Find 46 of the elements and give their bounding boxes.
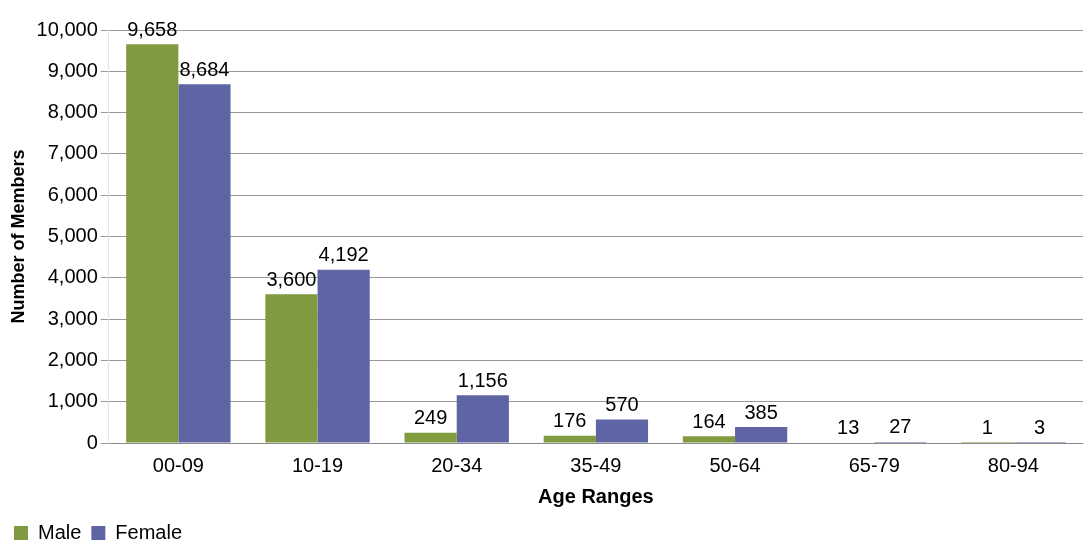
y-tick-label: 4,000 — [47, 265, 98, 288]
x-tick-label: 10-19 — [291, 453, 344, 476]
data-label: 3 — [1033, 416, 1046, 439]
y-tick-label: 8,000 — [47, 100, 98, 123]
y-tick-label: 2,000 — [47, 347, 98, 370]
bar — [682, 436, 736, 443]
y-tick-label: 6,000 — [47, 182, 98, 205]
data-label: 9,658 — [127, 17, 178, 40]
bar — [595, 419, 649, 443]
x-tick-label: 20-34 — [431, 453, 483, 476]
data-label: 176 — [553, 409, 587, 432]
y-tick-label: 5,000 — [47, 224, 98, 247]
x-axis-title: Age Ranges — [538, 484, 654, 507]
y-tick-label: 3,000 — [47, 306, 98, 329]
x-tick-label: 00-09 — [152, 453, 204, 476]
data-label: 385 — [744, 400, 778, 423]
bar — [178, 84, 231, 443]
y-tick-label: 1,000 — [47, 389, 98, 412]
x-tick-label: 35-49 — [570, 453, 622, 476]
data-label: 1,156 — [457, 368, 508, 391]
legend-label: Female — [115, 520, 183, 543]
y-tick-label: 10,000 — [36, 17, 98, 40]
data-label: 27 — [889, 415, 912, 438]
bar — [404, 432, 457, 443]
bar — [456, 395, 509, 443]
bar — [317, 269, 370, 443]
y-tick-label: 9,000 — [47, 58, 98, 81]
x-tick-label: 80-94 — [987, 453, 1039, 476]
y-tick-label: 7,000 — [47, 141, 98, 164]
bar — [126, 44, 179, 443]
bar — [543, 435, 596, 443]
data-label: 164 — [692, 409, 726, 432]
x-tick-label: 65-79 — [848, 453, 900, 476]
data-label: 4,192 — [318, 243, 369, 266]
bar — [265, 294, 318, 443]
y-axis-title: Number of Members — [7, 149, 28, 324]
y-tick-label: 0 — [86, 430, 98, 453]
data-label: 13 — [837, 415, 860, 438]
data-label: 1 — [981, 416, 993, 439]
legend-label: Male — [38, 520, 82, 543]
x-tick-label: 50-64 — [709, 453, 761, 476]
data-label: 8,684 — [179, 57, 230, 80]
bar — [735, 427, 788, 443]
data-label: 3,600 — [266, 267, 317, 290]
data-label: 249 — [413, 406, 448, 429]
data-label: 570 — [605, 392, 639, 415]
